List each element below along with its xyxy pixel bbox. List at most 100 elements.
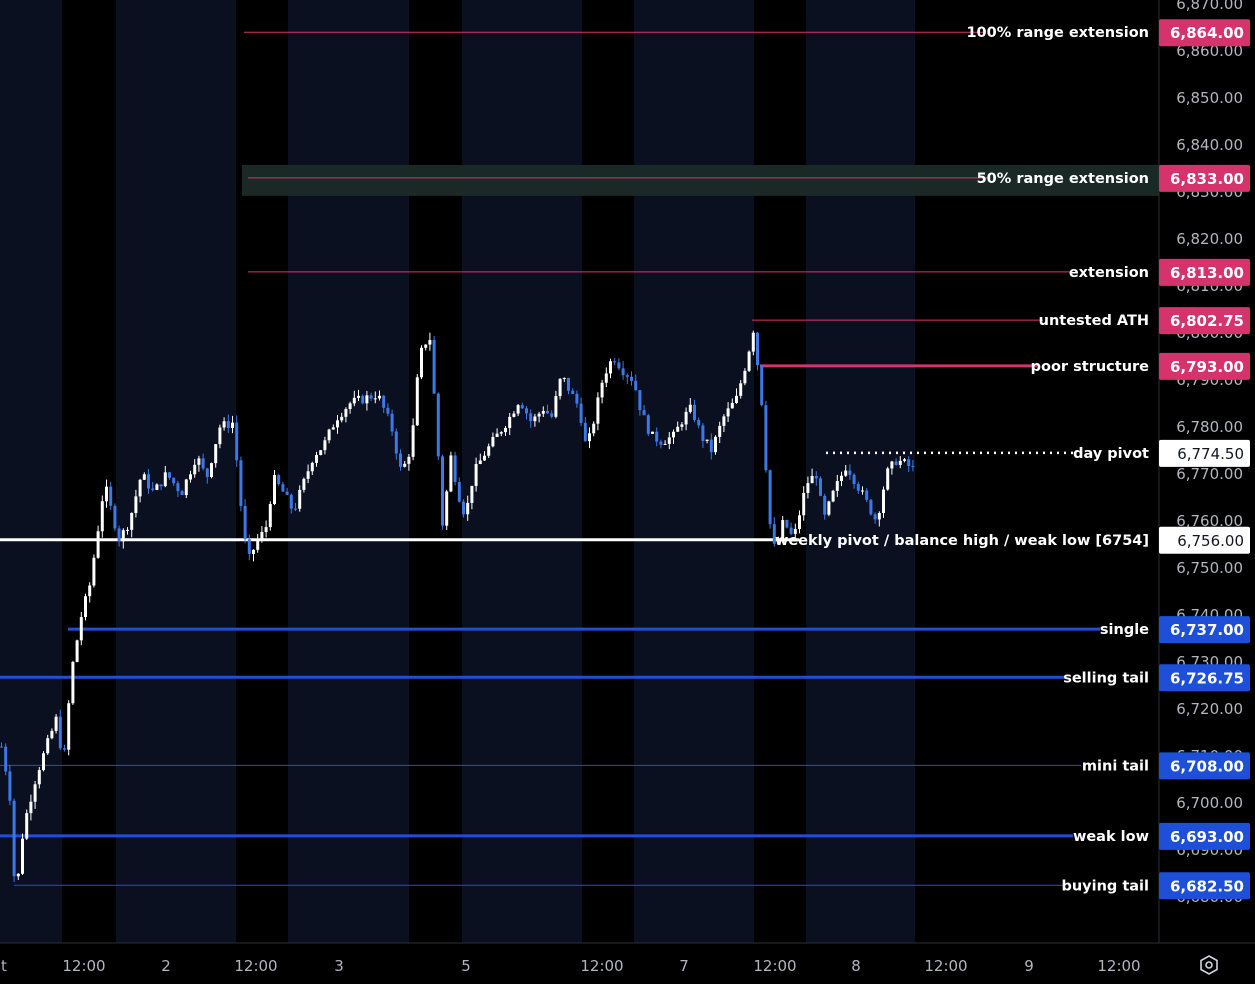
candle-body: [571, 390, 575, 394]
candle-body: [239, 460, 243, 507]
candle-body: [273, 475, 276, 505]
candle-body: [302, 478, 306, 490]
time-tick-label: 2: [161, 957, 171, 975]
candle-body: [856, 484, 860, 491]
candle-body: [642, 410, 646, 416]
candle-body: [583, 422, 587, 442]
price-tick-label: 6,860.00: [1176, 42, 1243, 60]
candle-body: [4, 746, 8, 772]
candle-body: [663, 443, 667, 445]
candlestick-series: [0, 330, 915, 883]
candle-body: [550, 413, 554, 417]
candle-body: [819, 478, 822, 496]
candle-body: [79, 617, 83, 641]
price-tick-label: 6,780.00: [1176, 418, 1243, 436]
candle-body: [37, 770, 41, 785]
candle-body: [621, 368, 625, 376]
candle-body: [378, 395, 381, 399]
candle-body: [789, 527, 793, 534]
candle-body: [810, 476, 814, 484]
candle-body: [344, 409, 348, 417]
candle-body: [873, 514, 877, 520]
price-tag-label: 6,864.00: [1170, 24, 1244, 42]
candle-body: [268, 504, 272, 528]
candle-body: [298, 489, 302, 509]
candle-body: [142, 474, 146, 480]
price-tick-label: 6,760.00: [1176, 512, 1243, 530]
candle-body: [579, 403, 583, 423]
candle-body: [247, 539, 251, 555]
candle-body: [630, 376, 633, 381]
candle-body: [680, 424, 684, 427]
candle-body: [310, 462, 314, 472]
time-tick-label: 12:00: [924, 957, 967, 975]
session-bands: [0, 0, 915, 943]
price-tag-label: 6,756.00: [1177, 532, 1244, 550]
candle-body: [138, 479, 142, 497]
candle-body: [634, 380, 638, 391]
candle-body: [50, 730, 54, 739]
price-tag: [1159, 616, 1250, 644]
candle-body: [285, 491, 289, 495]
candle-body: [520, 405, 524, 409]
candle-body: [411, 425, 415, 457]
candle-body: [693, 404, 696, 421]
candle-body: [844, 470, 848, 476]
candle-body: [415, 377, 419, 426]
price-tag-label: 6,693.00: [1170, 828, 1244, 846]
time-tick-label: 8: [851, 957, 861, 975]
candle-body: [672, 431, 675, 438]
time-axis[interactable]: t 12:00 2 12:00 3 5 12:00 7 12:00 8 12:00 9 12:00: [1, 957, 1141, 975]
candle-body: [180, 491, 184, 496]
candle-body: [46, 738, 50, 754]
candle-body: [512, 413, 516, 417]
settings-hexagon-icon[interactable]: [1200, 955, 1218, 975]
candle-body: [466, 502, 470, 515]
time-tick-label: 12:00: [62, 957, 105, 975]
price-tag: [1159, 752, 1250, 780]
candle-body: [638, 390, 642, 411]
candle-body: [264, 527, 268, 533]
candle-body: [617, 362, 621, 369]
price-tags: 6,864.00 6,833.00 6,813.00 6,802.75 6,793.00…: [1159, 19, 1250, 900]
candle-body: [604, 373, 608, 383]
candle-body: [403, 463, 407, 467]
candle-body: [25, 813, 29, 839]
candle-body: [730, 402, 734, 409]
candle-body: [495, 433, 499, 437]
candle-body: [646, 415, 650, 434]
price-tag: [1159, 439, 1250, 467]
candle-body: [676, 426, 680, 432]
candle-body: [176, 483, 180, 492]
candle-body: [336, 420, 339, 428]
price-tag: [1159, 352, 1250, 380]
price-tag: [1159, 822, 1250, 850]
time-tick-label: t: [1, 957, 7, 975]
candle-body: [352, 397, 356, 404]
candle-body: [432, 339, 436, 394]
candle-body: [424, 344, 428, 348]
price-tag: [1159, 526, 1250, 554]
price-tag-label: 6,737.00: [1170, 621, 1244, 639]
candle-body: [214, 444, 218, 464]
candle-body: [869, 499, 873, 515]
level-lines: [0, 31, 1159, 886]
candle-body: [373, 398, 377, 400]
candle-body: [806, 483, 810, 493]
candle-body: [659, 441, 663, 445]
candle-body: [315, 454, 318, 463]
time-tick-label: 3: [334, 957, 344, 975]
candle-body: [865, 490, 869, 500]
price-tick-label: 6,750.00: [1176, 559, 1243, 577]
candle-body: [369, 395, 373, 399]
candle-body: [827, 501, 831, 515]
candle-body: [567, 377, 570, 391]
price-tag-label: 6,774.50: [1177, 445, 1244, 463]
candle-body: [436, 393, 440, 457]
candle-body: [798, 515, 801, 530]
candle-body: [58, 716, 62, 749]
candle-body: [831, 490, 835, 502]
candle-body: [75, 640, 79, 662]
candle-body: [701, 425, 705, 441]
